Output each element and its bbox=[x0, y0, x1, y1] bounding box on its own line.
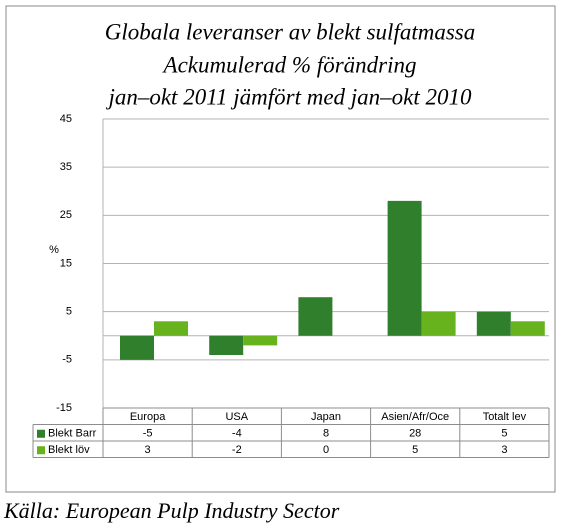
bar bbox=[476, 311, 511, 336]
bar bbox=[387, 200, 422, 336]
data-label: 5 bbox=[412, 444, 418, 456]
bar bbox=[209, 335, 244, 356]
y-axis-label: % bbox=[49, 244, 59, 256]
x-tick-label: Totalt lev bbox=[483, 411, 527, 423]
y-tick-label: 25 bbox=[60, 209, 72, 221]
data-label: 3 bbox=[145, 444, 151, 456]
y-tick-label: -15 bbox=[56, 402, 72, 414]
y-tick-label: -5 bbox=[62, 354, 72, 366]
bar bbox=[421, 311, 456, 336]
bar bbox=[243, 335, 278, 346]
data-label: -2 bbox=[232, 444, 242, 456]
data-label: 3 bbox=[501, 444, 507, 456]
data-label: 5 bbox=[501, 428, 507, 440]
source: Källa: European Pulp Industry Sector bbox=[3, 498, 340, 523]
legend-label: Blekt löv bbox=[48, 444, 90, 456]
data-label: 0 bbox=[323, 444, 329, 456]
bar bbox=[298, 297, 333, 336]
bar bbox=[510, 321, 545, 336]
y-tick-label: 45 bbox=[60, 113, 72, 125]
data-label: 28 bbox=[409, 428, 421, 440]
bar bbox=[120, 335, 154, 360]
legend-label: Blekt Barr bbox=[48, 428, 97, 440]
y-tick-label: 5 bbox=[66, 306, 72, 318]
legend-swatch bbox=[37, 429, 45, 438]
data-label: 8 bbox=[323, 428, 329, 440]
data-label: -4 bbox=[232, 428, 242, 440]
chart-frame bbox=[5, 5, 556, 493]
x-tick-label: Asien/Afr/Oce bbox=[381, 411, 449, 423]
y-tick-label: 35 bbox=[60, 161, 72, 173]
x-tick-label: Europa bbox=[130, 411, 166, 423]
bar bbox=[154, 321, 188, 336]
x-tick-label: Japan bbox=[311, 411, 341, 423]
chart-title: jan–okt 2011 jämfört med jan–okt 2010 bbox=[105, 84, 472, 109]
chart-title: Globala leveranser av blekt sulfatmassa bbox=[105, 19, 476, 44]
data-label: -5 bbox=[143, 428, 153, 440]
chart-title: Ackumulerad % förändring bbox=[162, 52, 417, 77]
y-tick-label: 15 bbox=[60, 257, 72, 269]
legend-swatch bbox=[37, 446, 45, 455]
x-tick-label: USA bbox=[225, 411, 248, 423]
